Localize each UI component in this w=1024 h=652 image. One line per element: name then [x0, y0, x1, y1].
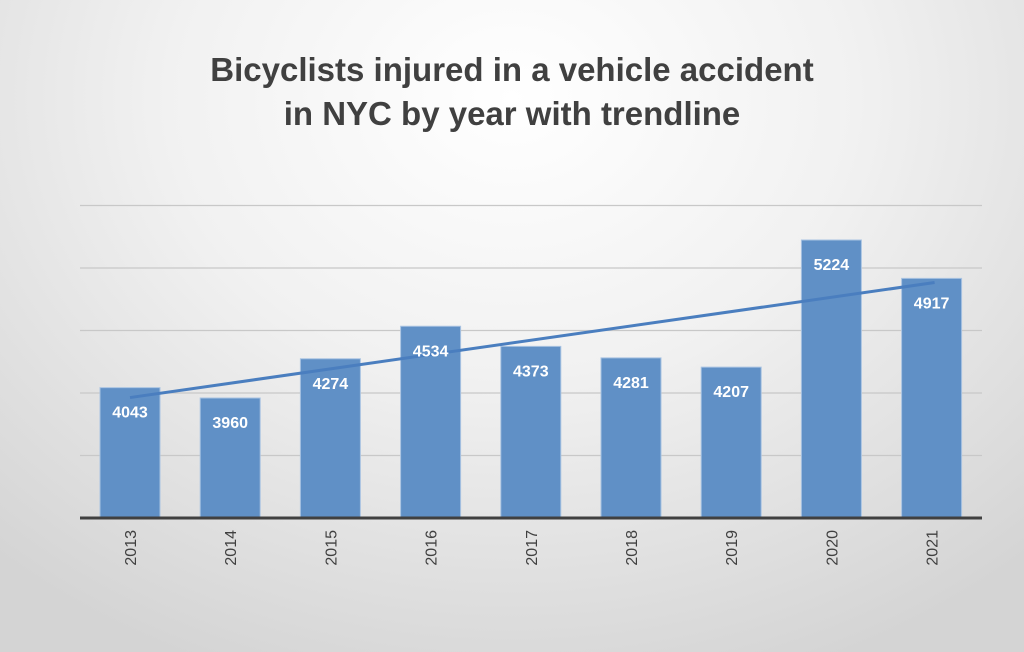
bar-2018	[600, 357, 662, 519]
trendline	[129, 281, 935, 400]
bar-2020	[800, 239, 862, 519]
data-label-2019: 4207	[713, 384, 749, 401]
chart-title-line-1: Bicyclists injured in a vehicle accident	[210, 51, 814, 88]
x-tick-label-2021: 2021	[925, 530, 942, 566]
bar-2015	[299, 358, 361, 519]
data-label-2020: 5224	[814, 257, 850, 274]
bar-2013	[99, 387, 161, 519]
x-tick-label-2018: 2018	[624, 530, 641, 566]
data-label-2021: 4917	[914, 295, 950, 312]
x-tick-label-2014: 2014	[223, 530, 240, 566]
bar-2014	[199, 397, 261, 519]
x-tick-label-2017: 2017	[524, 530, 541, 566]
bar-2017	[500, 345, 562, 519]
data-label-2014: 3960	[212, 415, 248, 432]
data-label-2018: 4281	[613, 375, 649, 392]
x-tick-label-2016: 2016	[424, 530, 441, 566]
x-tick-label-2020: 2020	[824, 530, 841, 566]
data-label-2016: 4534	[413, 343, 449, 360]
chart-title: Bicyclists injured in a vehicle accident…	[0, 48, 1024, 136]
chart-title-line-2: in NYC by year with trendline	[283, 95, 741, 132]
bar-2021	[901, 277, 963, 519]
data-label-2017: 4373	[513, 363, 549, 380]
data-label-2015: 4274	[313, 376, 349, 393]
x-tick-label-2013: 2013	[123, 530, 140, 566]
x-tick-label-2015: 2015	[323, 530, 340, 566]
bar-2019	[700, 366, 762, 519]
data-label-2013: 4043	[112, 405, 148, 422]
x-tick-label-2019: 2019	[724, 530, 741, 566]
